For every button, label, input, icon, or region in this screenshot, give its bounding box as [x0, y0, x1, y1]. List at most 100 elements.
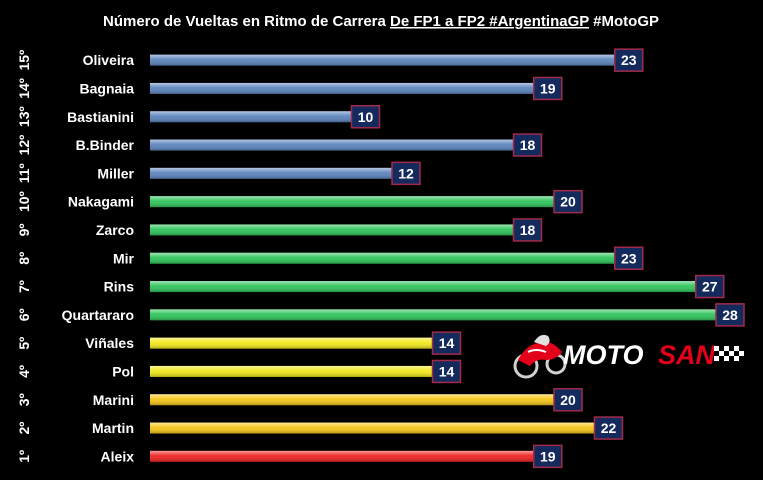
bar-highlight — [150, 252, 616, 264]
chart-title-part-0: Número de Vueltas en Ritmo de Carrera — [103, 13, 390, 30]
bar-row: 1º Aleix 19 — [16, 444, 563, 469]
bar-row: 13º Bastianini 10 — [16, 105, 381, 129]
value-label-box — [614, 48, 644, 72]
rank-label: 4º — [16, 365, 32, 378]
chart-title: Número de Vueltas en Ritmo de Carrera De… — [103, 13, 659, 30]
value-label-box — [431, 331, 462, 355]
value-label-box — [593, 416, 624, 440]
bar-row: 14º Bagnaia 19 — [16, 76, 563, 101]
rank-label: 14º — [16, 78, 32, 99]
watermark-brand-left: MOTO — [563, 340, 644, 370]
rank-label: 12º — [16, 135, 32, 156]
bar-highlight — [150, 365, 434, 377]
rank-label: 11º — [16, 163, 32, 183]
value-label-box — [695, 274, 725, 299]
value-label-box — [553, 388, 583, 412]
value-label-box — [533, 76, 563, 101]
bar-row: 3º Marini 20 — [16, 388, 583, 412]
bar-row: 2º Martin 22 — [16, 416, 624, 440]
bar-row: 4º Pol 14 — [16, 359, 462, 384]
bar-row: 12º B.Binder 18 — [16, 133, 543, 157]
value-label: 23 — [621, 250, 637, 266]
value-label-box — [350, 105, 381, 129]
value-label: 18 — [520, 137, 536, 153]
rank-label: 8º — [16, 252, 32, 265]
value-label: 12 — [398, 165, 414, 181]
value-label: 19 — [540, 80, 556, 96]
value-label-box — [512, 133, 543, 157]
value-label-box — [614, 246, 644, 270]
value-label: 20 — [560, 392, 576, 408]
rank-label: 3º — [16, 393, 32, 406]
rank-label: 1º — [16, 450, 32, 463]
value-label-box — [553, 189, 583, 214]
bar-row: 10º Nakagami 20 — [16, 189, 583, 214]
rider-label: Miller — [97, 165, 134, 181]
bar-row: 8º Mir 23 — [16, 246, 644, 270]
checkered-flag-icon — [714, 346, 744, 361]
rank-label: 2º — [16, 422, 32, 435]
bar-highlight — [150, 139, 515, 151]
rank-label: 15º — [16, 50, 32, 71]
value-label-box — [533, 444, 563, 469]
bar-row: 7º Rins 27 — [16, 274, 725, 299]
value-label: 20 — [560, 194, 576, 210]
bar-highlight — [150, 450, 535, 462]
value-label: 14 — [439, 335, 455, 351]
chart-title-part-1: De FP1 a FP2 #ArgentinaGP — [390, 13, 589, 30]
value-label: 27 — [702, 279, 718, 295]
rank-label: 10º — [16, 191, 32, 212]
rank-label: 5º — [16, 337, 32, 350]
rider-label: Quartararo — [62, 307, 134, 323]
value-label: 14 — [439, 363, 455, 379]
rider-label: Marini — [93, 392, 134, 408]
rank-label: 13º — [16, 106, 32, 127]
rider-label: Nakagami — [68, 194, 134, 210]
rank-label: 6º — [16, 308, 32, 321]
value-label: 22 — [601, 420, 617, 436]
bar-row: 15º Oliveira 23 — [16, 48, 644, 72]
bar-highlight — [150, 82, 535, 94]
rider-label: Pol — [112, 363, 134, 379]
bar-row: 6º Quartararo 28 — [16, 303, 745, 327]
rider-label: Mir — [113, 250, 135, 266]
value-label: 10 — [358, 109, 374, 125]
rider-label: Zarco — [96, 222, 134, 238]
bar-highlight — [150, 167, 393, 179]
value-label-box — [431, 359, 462, 384]
bar-row: 5º Viñales 14 — [16, 331, 462, 355]
watermark-brand-right: SAN — [658, 340, 716, 370]
bar-highlight — [150, 337, 434, 349]
value-label: 28 — [722, 307, 738, 323]
rider-label: Aleix — [101, 448, 135, 464]
motosan-watermark: MOTO SAN — [513, 334, 744, 379]
bar-highlight — [150, 422, 596, 434]
bar-highlight — [150, 281, 697, 293]
value-label: 23 — [621, 52, 637, 68]
motorcycle-rider-icon — [513, 334, 567, 379]
rank-label: 7º — [16, 280, 32, 293]
bar-highlight — [150, 309, 717, 321]
rider-label: Viñales — [85, 335, 134, 351]
bar-highlight — [150, 111, 353, 123]
rider-label: Bagnaia — [80, 80, 135, 96]
rank-label: 9º — [16, 223, 32, 236]
value-label: 19 — [540, 448, 556, 464]
value-label-box — [715, 303, 745, 327]
rider-label: Oliveira — [83, 52, 135, 68]
rider-label: Rins — [104, 279, 135, 295]
rider-label: Bastianini — [67, 109, 134, 125]
bar-highlight — [150, 394, 555, 406]
value-label-box — [391, 161, 421, 186]
value-label: 18 — [520, 222, 536, 238]
bar-highlight — [150, 196, 555, 208]
chart-title-part-2: #MotoGP — [589, 13, 659, 30]
rider-label: Martin — [92, 420, 134, 436]
bar-highlight — [150, 54, 616, 66]
bar-highlight — [150, 224, 515, 236]
bar-row: 11º Miller 12 — [16, 161, 421, 186]
rider-label: B.Binder — [76, 137, 135, 153]
bar-row: 9º Zarco 18 — [16, 218, 543, 242]
